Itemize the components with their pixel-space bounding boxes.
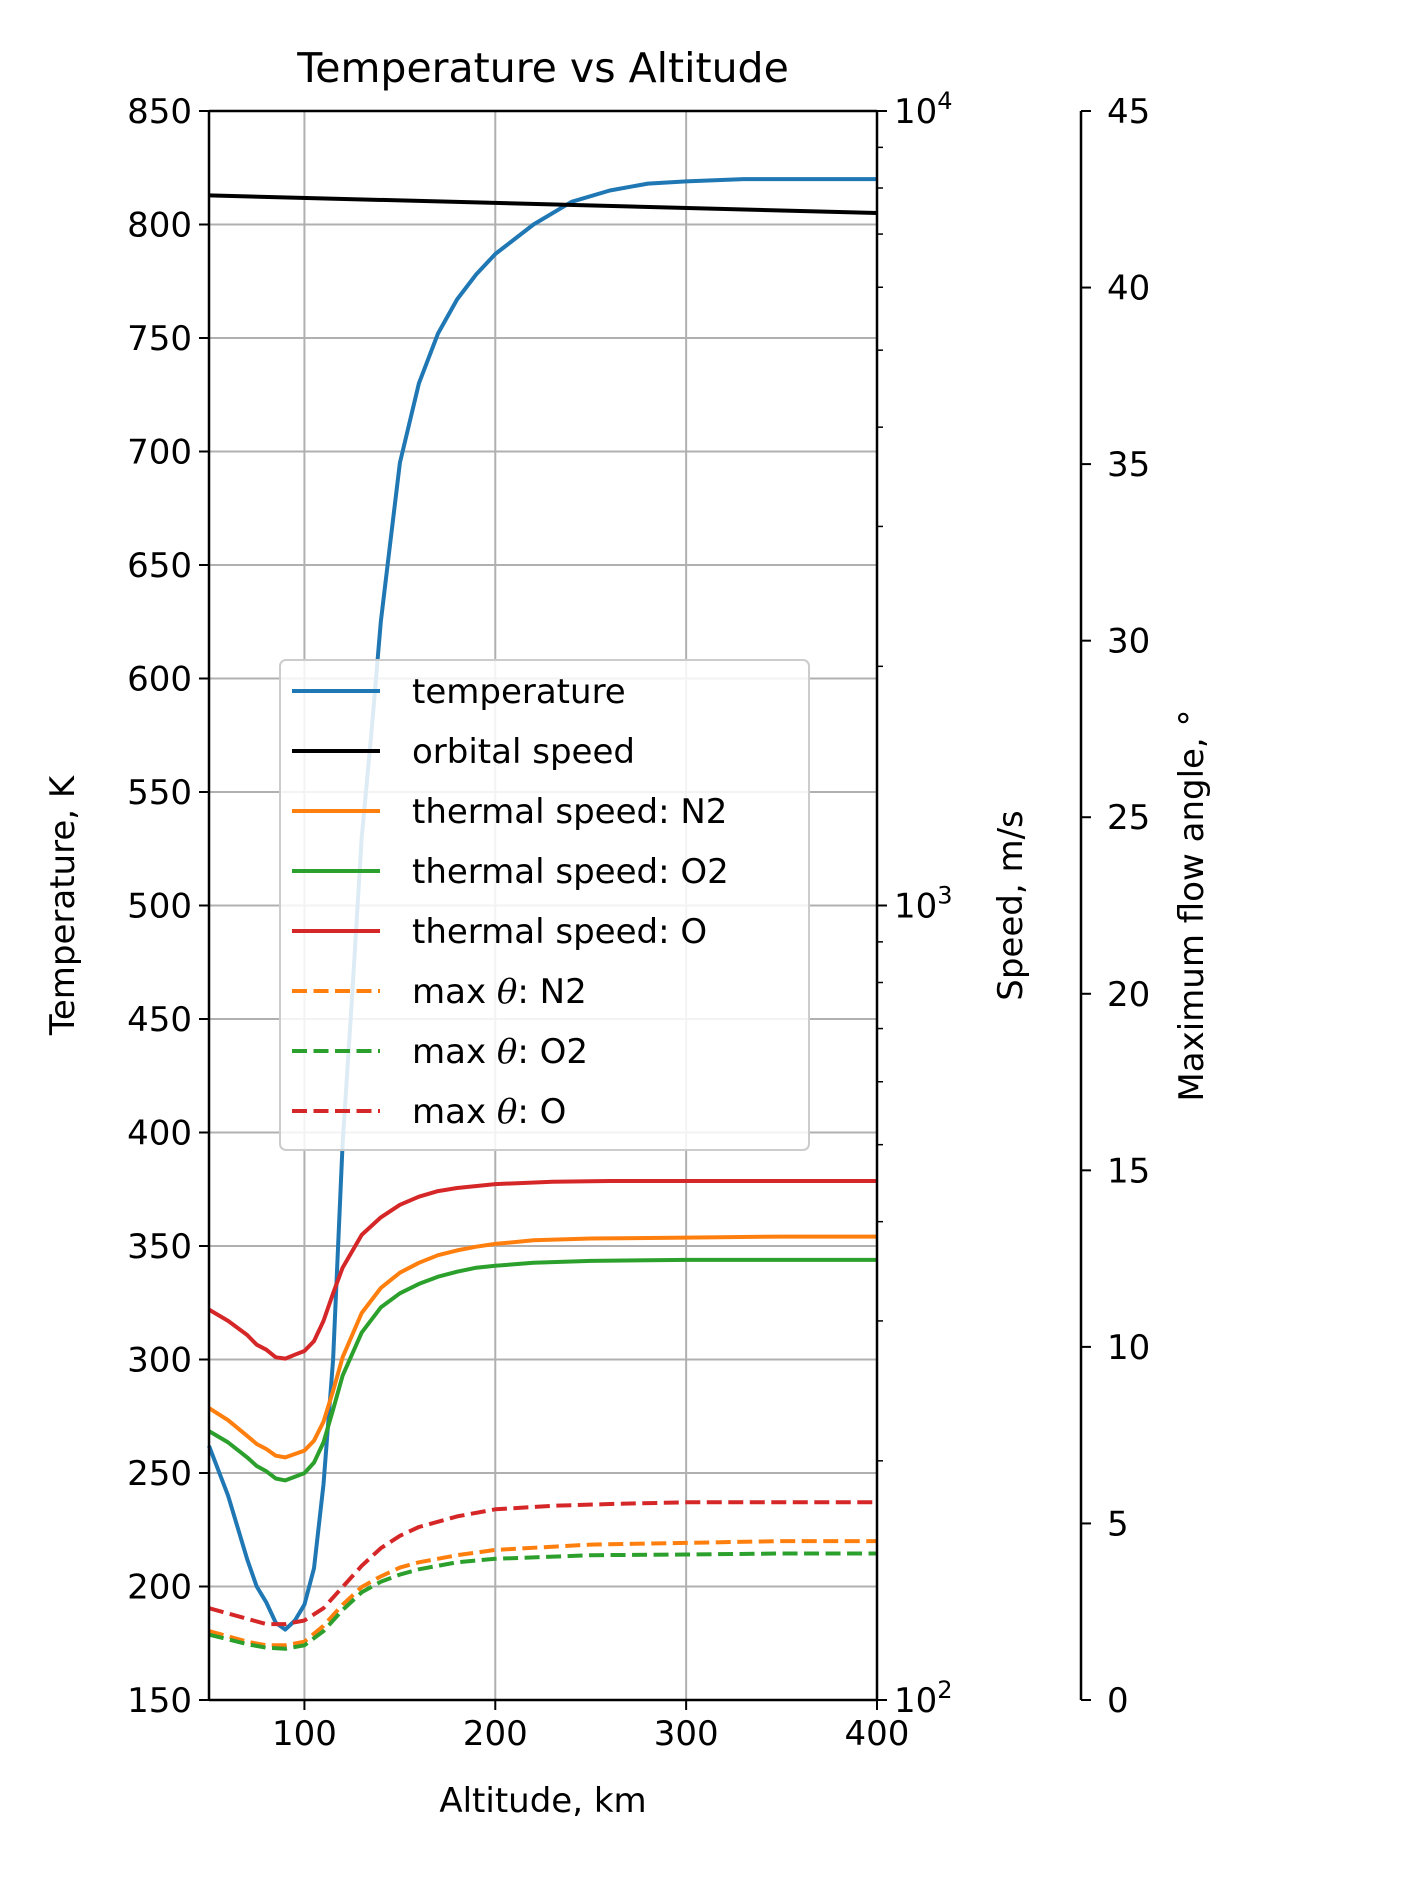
- y-tick-label-angle: 25: [1107, 798, 1150, 838]
- y-tick-label-temperature: 700: [127, 433, 192, 473]
- series-line: [208, 1500, 877, 1627]
- y-tick-label-temperature: 300: [127, 1341, 192, 1381]
- y-tick-label-angle: 20: [1107, 975, 1150, 1015]
- y-tick-label-speed: 104: [894, 87, 953, 132]
- legend-label: orbital speed: [412, 732, 635, 772]
- y-tick-label-angle: 0: [1107, 1681, 1129, 1721]
- y-tick-label-temperature: 800: [127, 206, 192, 246]
- y-tick-label-temperature: 250: [127, 1454, 192, 1494]
- legend-label: thermal speed: N2: [412, 792, 727, 832]
- y-tick-label-speed: 102: [894, 1676, 953, 1721]
- axes: 100 200 300 4001502002503003504004505005506…: [127, 87, 1150, 1754]
- y-tick-label-temperature: 600: [127, 660, 192, 700]
- y-tick-label-angle: 10: [1107, 1328, 1150, 1368]
- legend-box: [279, 659, 810, 1151]
- y-axis-label-speed: Speed, m/s: [991, 810, 1031, 1001]
- series-line: [208, 1539, 877, 1648]
- x-axis-label: Altitude, km: [439, 1781, 646, 1821]
- series-line: [208, 1551, 877, 1651]
- legend-label: thermal speed: O2: [412, 852, 729, 892]
- y-tick-label-temperature: 500: [127, 887, 192, 927]
- y-tick-label-temperature: 550: [127, 773, 192, 813]
- y-axis-label-flow-angle: Maximum flow angle, °: [1172, 709, 1212, 1101]
- series-line: [207, 1257, 877, 1483]
- x-tick-label: 100: [272, 1714, 337, 1754]
- y-tick-label-angle: 5: [1107, 1504, 1129, 1544]
- y-tick-label-speed: 103: [894, 882, 953, 927]
- legend-label: max θ: O2: [412, 1032, 588, 1072]
- y-axis-label-temperature: Temperature, K: [43, 774, 83, 1036]
- series-line: [208, 193, 878, 215]
- y-tick-label-temperature: 400: [127, 1114, 192, 1154]
- chart-title: Temperature vs Altitude: [296, 44, 789, 92]
- legend-label: max θ: O: [412, 1092, 566, 1132]
- y-tick-label-temperature: 350: [127, 1227, 192, 1267]
- y-tick-label-temperature: 750: [127, 319, 192, 359]
- y-tick-label-angle: 15: [1107, 1151, 1150, 1191]
- x-tick-label: 200: [463, 1714, 528, 1754]
- y-tick-label-angle: 40: [1107, 269, 1150, 309]
- legend-label: thermal speed: O: [412, 912, 707, 952]
- series-line: [207, 1234, 877, 1460]
- legend: temperature orbital speed thermal speed: N…: [279, 659, 810, 1151]
- legend-label: max θ: N2: [412, 972, 587, 1012]
- y-tick-label-temperature: 450: [127, 1000, 192, 1040]
- y-tick-label-temperature: 650: [127, 546, 192, 586]
- series-line: [207, 1179, 877, 1361]
- y-tick-label-angle: 30: [1107, 622, 1150, 662]
- x-tick-label: 400: [845, 1714, 910, 1754]
- y-tick-label-angle: 35: [1107, 445, 1150, 485]
- y-tick-label-temperature: 850: [127, 92, 192, 132]
- x-tick-label: 300: [654, 1714, 719, 1754]
- legend-label: temperature: [412, 672, 626, 712]
- y-tick-label-temperature: 200: [127, 1568, 192, 1608]
- y-tick-label-angle: 45: [1107, 92, 1150, 132]
- y-tick-label-temperature: 150: [127, 1681, 192, 1721]
